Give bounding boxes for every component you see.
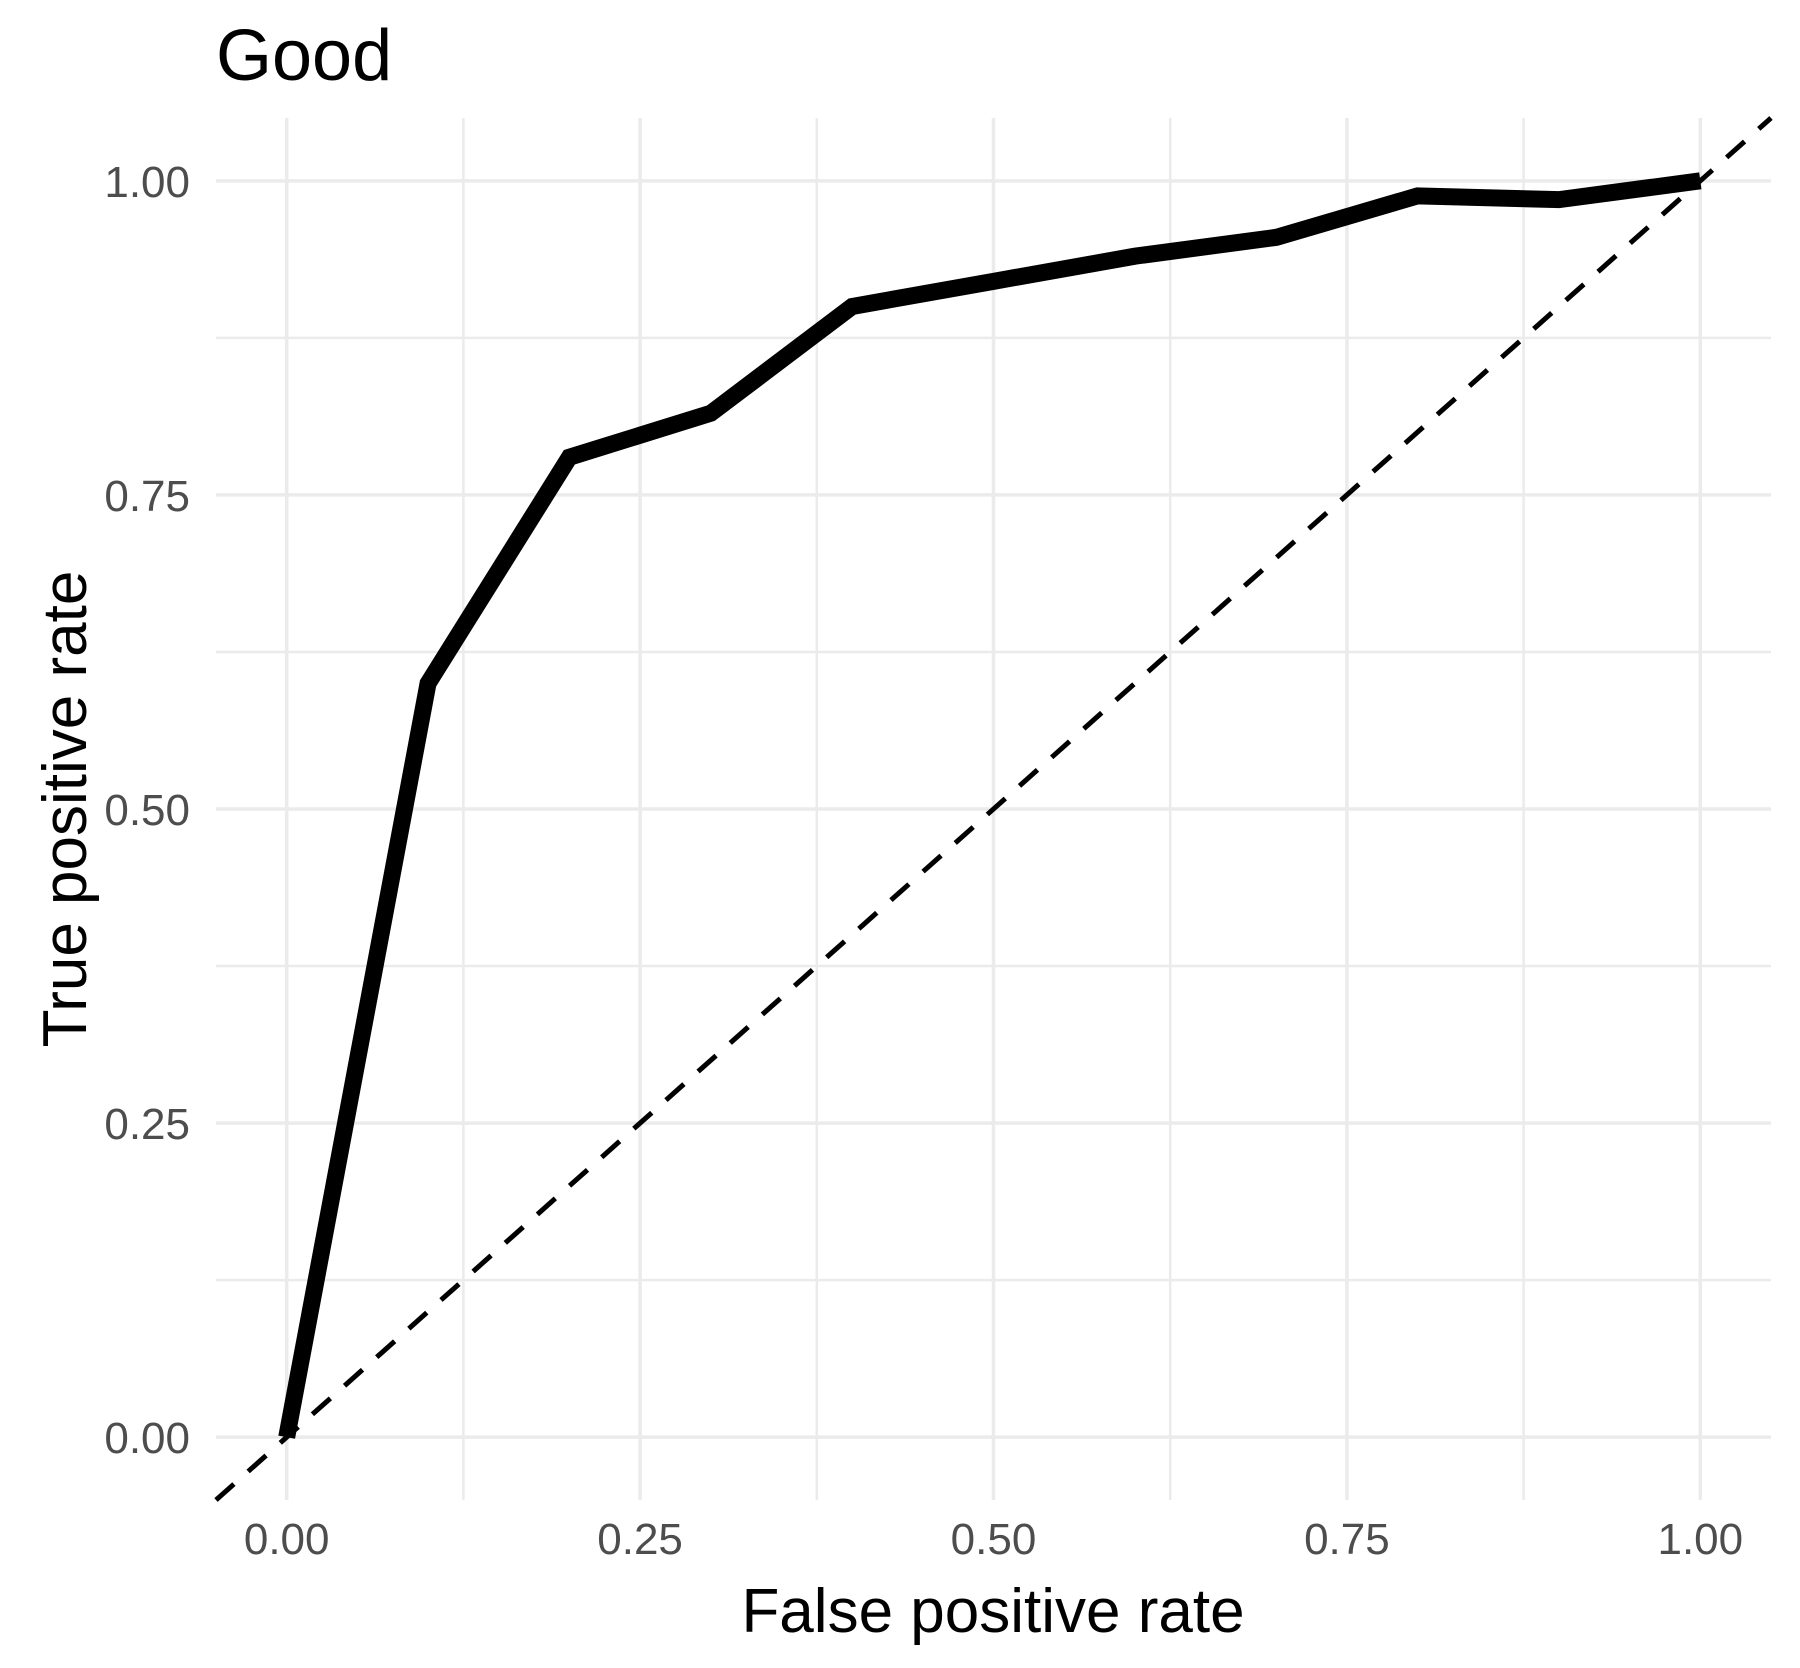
x-tick-label: 0.00 [244, 1515, 330, 1564]
y-tick-label: 1.00 [104, 158, 190, 207]
y-tick-label: 0.75 [104, 472, 190, 521]
tick-labels: 0.00 0.25 0.50 0.75 1.00 0.00 0.25 0.50 0.75 1.00 [104, 158, 1743, 1564]
y-tick-label: 0.25 [104, 1100, 190, 1149]
y-tick-label: 0.50 [104, 786, 190, 835]
y-axis-title: True positive rate [31, 571, 100, 1048]
chance-diagonal-line [214, 116, 1773, 1502]
roc-curve-line [278, 172, 1702, 1439]
grid-major [216, 118, 1771, 1500]
x-tick-label: 1.00 [1657, 1515, 1743, 1564]
x-tick-label: 0.50 [951, 1515, 1037, 1564]
x-axis-title: False positive rate [741, 1577, 1244, 1646]
x-tick-label: 0.75 [1304, 1515, 1390, 1564]
series-lines [214, 116, 1773, 1502]
x-tick-label: 0.25 [597, 1515, 683, 1564]
plot-title: Good [216, 16, 392, 96]
y-tick-label: 0.00 [104, 1414, 190, 1463]
